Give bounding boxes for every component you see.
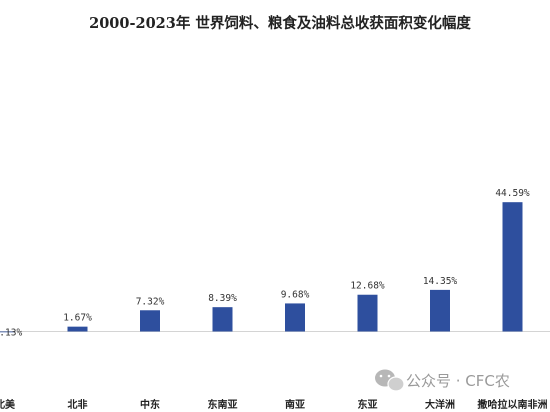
category-label-2: 中东	[140, 398, 160, 411]
category-label-6: 大洋洲	[425, 398, 455, 411]
value-labels-group: -0.13% 1.67% 7.32% 8.39% 9.68% 12.68% 14.35% 44…	[0, 188, 530, 338]
watermark-text: 公众号 · CFC农	[406, 372, 510, 390]
bar-4	[285, 303, 305, 332]
bar-3	[212, 307, 233, 332]
chart-title: 2000-2023年 世界饲料、粮食及油料总收获面积变化幅度	[89, 14, 471, 32]
category-labels-group: 北美 北非 中东 东南亚 南亚 东亚 大洋洲 撒哈拉以南非洲	[0, 398, 548, 411]
category-label-3: 东南亚	[208, 398, 238, 411]
bar-0	[0, 331, 15, 333]
value-label-3: 8.39%	[208, 293, 237, 304]
value-label-5: 12.68%	[350, 281, 385, 292]
category-label-5: 东亚	[358, 398, 378, 411]
value-label-0: -0.13%	[0, 328, 22, 339]
bar-5	[357, 294, 378, 332]
bar-2	[140, 310, 160, 332]
category-label-4: 南亚	[285, 398, 305, 411]
bars-group	[0, 202, 523, 333]
value-label-1: 1.67%	[63, 313, 92, 324]
watermark: 公众号 · CFC农	[375, 369, 510, 392]
bar-1	[67, 326, 88, 332]
category-label-7: 撒哈拉以南非洲	[478, 398, 548, 411]
category-label-1: 北非	[68, 398, 88, 411]
value-label-2: 7.32%	[136, 296, 165, 307]
value-label-4: 9.68%	[281, 289, 310, 300]
value-label-6: 14.35%	[423, 276, 458, 287]
bar-7	[502, 202, 523, 332]
bar-6	[430, 289, 450, 332]
value-label-7: 44.59%	[495, 188, 530, 199]
wechat-icon	[375, 369, 405, 392]
category-label-0: 北美	[0, 398, 16, 411]
